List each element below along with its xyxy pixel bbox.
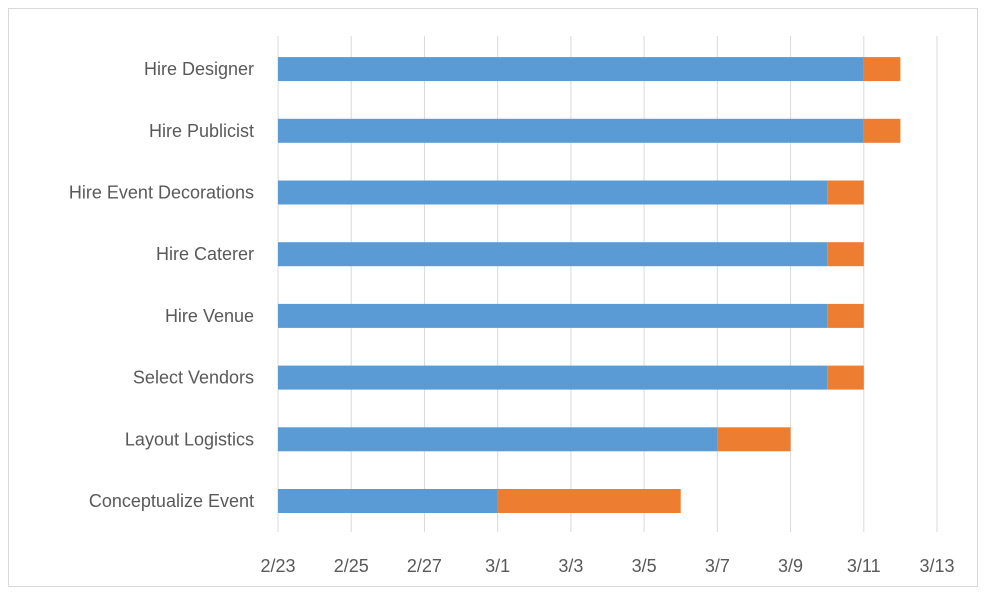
category-label: Conceptualize Event [89, 491, 254, 511]
x-tick-label: 3/5 [632, 556, 657, 576]
category-label: Hire Venue [165, 306, 254, 326]
bars [278, 57, 901, 513]
gridlines [277, 36, 938, 532]
x-tick-label: 3/11 [847, 556, 881, 576]
bar-segment-start [278, 365, 828, 390]
category-label: Layout Logistics [125, 429, 254, 449]
bar-segment-duration [863, 118, 901, 143]
bar-segment-start [278, 242, 828, 267]
bar-segment-start [278, 180, 828, 205]
x-tick-label: 2/25 [334, 556, 369, 576]
x-tick-labels: 2/23 2/25 2/27 3/1 3/3 3/5 3/7 3/9 3/11 3/13 [260, 556, 954, 576]
bar-segment-start [278, 489, 498, 513]
x-tick-label: 3/13 [919, 556, 954, 576]
x-tick-label: 2/23 [260, 556, 295, 576]
bar-segment-start [278, 427, 718, 452]
category-label: Hire Designer [144, 59, 254, 79]
category-label: Hire Caterer [156, 244, 254, 264]
category-label: Select Vendors [133, 368, 254, 388]
bar-segment-duration [497, 489, 681, 513]
bar-segment-duration [717, 427, 791, 452]
bar-segment-duration [827, 242, 864, 267]
bar-segment-duration [827, 365, 864, 390]
x-tick-label: 3/1 [485, 556, 510, 576]
bar-segment-duration [863, 57, 901, 82]
bar-segment-start [278, 303, 828, 328]
category-label: Hire Event Decorations [69, 183, 254, 203]
x-tick-label: 2/27 [407, 556, 442, 576]
bar-segment-start [278, 57, 864, 82]
bar-segment-duration [827, 303, 864, 328]
category-label: Hire Publicist [149, 121, 254, 141]
x-tick-label: 3/3 [558, 556, 583, 576]
x-tick-label: 3/7 [705, 556, 730, 576]
category-labels: Conceptualize Event Layout Logistics Selec… [69, 59, 254, 511]
bar-segment-start [278, 118, 864, 143]
x-tick-label: 3/9 [778, 556, 803, 576]
bar-segment-duration [827, 180, 864, 205]
